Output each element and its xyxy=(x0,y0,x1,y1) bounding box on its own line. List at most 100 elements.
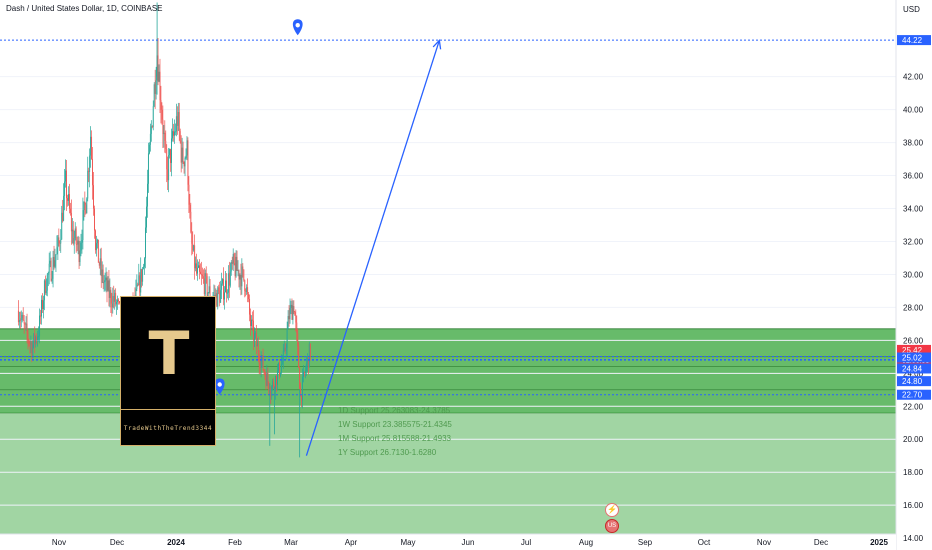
candle-body xyxy=(22,314,24,321)
candle-body xyxy=(263,369,265,372)
x-tick-label: Oct xyxy=(698,538,711,547)
candle-body xyxy=(189,204,191,212)
candle-body xyxy=(172,131,173,139)
candle-body xyxy=(296,322,298,334)
candle-body xyxy=(197,267,198,274)
candle-body xyxy=(144,258,146,267)
candle-body xyxy=(266,372,268,386)
level-badge xyxy=(897,352,931,363)
candle-body xyxy=(173,131,175,136)
candle-body xyxy=(150,126,152,134)
candle-body xyxy=(184,157,186,167)
candle-body xyxy=(90,136,92,156)
candle-body xyxy=(249,299,251,315)
candle-body xyxy=(69,208,71,213)
candle-body xyxy=(225,280,226,293)
candle-body xyxy=(108,280,110,298)
candle-body xyxy=(143,266,145,269)
candle-body xyxy=(106,277,108,291)
level-badge xyxy=(897,376,931,387)
candle-body xyxy=(193,245,195,251)
candle-body xyxy=(217,287,219,307)
candle-body xyxy=(180,140,182,163)
candle-body xyxy=(102,269,104,284)
candle-body xyxy=(50,260,52,281)
candle-body xyxy=(79,250,81,263)
y-tick-label: 28.00 xyxy=(903,303,924,312)
candle-body xyxy=(276,375,277,385)
candle-body xyxy=(240,275,242,287)
level-badge-text: 25.02 xyxy=(902,354,923,363)
candle-body xyxy=(160,100,162,110)
candle-body xyxy=(301,394,303,401)
candle-body xyxy=(164,132,166,141)
candle-body xyxy=(46,274,48,291)
candle-body xyxy=(118,299,120,302)
candle-body xyxy=(153,84,155,107)
pin-icon[interactable] xyxy=(292,19,303,36)
candle-body xyxy=(191,231,193,244)
x-tick-label: Dec xyxy=(110,538,124,547)
candle-body xyxy=(279,372,281,376)
candle-body xyxy=(113,295,115,302)
candle-body xyxy=(230,262,232,272)
candle-body xyxy=(44,280,46,293)
news-icon[interactable]: ⚡ xyxy=(605,503,619,517)
pin-icon[interactable] xyxy=(214,378,225,395)
candle-body xyxy=(200,273,202,275)
x-tick-label: May xyxy=(400,538,415,547)
candle-body xyxy=(32,344,34,357)
level-badge xyxy=(897,389,931,400)
candle-body xyxy=(87,170,89,199)
candle-body xyxy=(265,375,267,386)
candle-body xyxy=(139,275,141,293)
candle-body xyxy=(104,280,106,282)
candle-body xyxy=(177,112,179,126)
candle-body xyxy=(250,314,251,326)
candle-body xyxy=(23,320,25,324)
candle-body xyxy=(264,371,266,376)
candle-body xyxy=(86,198,88,214)
candle-body xyxy=(18,320,20,323)
support-label-1d: 1D Support 25.263083-24.3785 xyxy=(338,406,451,415)
candle-body xyxy=(168,155,170,181)
candle-body xyxy=(107,280,109,291)
candle-body xyxy=(198,265,199,268)
candle-body xyxy=(138,275,140,285)
candle-body xyxy=(196,263,198,274)
candle-body xyxy=(282,350,284,362)
candle-body xyxy=(110,289,112,304)
candle-body xyxy=(155,80,157,94)
candle-body xyxy=(295,315,297,323)
candle-body xyxy=(257,344,259,356)
candle-body xyxy=(142,268,144,282)
candle-body xyxy=(199,265,200,272)
candle-body xyxy=(261,355,263,360)
candle-body xyxy=(58,237,60,244)
candle-body xyxy=(241,266,243,287)
candle-body xyxy=(183,162,185,167)
support-label-1w: 1W Support 23.385575-21.4345 xyxy=(338,420,452,429)
candle-body xyxy=(251,319,252,326)
candle-body xyxy=(225,280,227,294)
candle-body xyxy=(175,116,177,132)
candle-body xyxy=(93,185,94,209)
candle-body xyxy=(292,306,294,320)
candle-body xyxy=(137,284,139,286)
candle-body xyxy=(21,314,23,319)
candle-body xyxy=(273,381,275,387)
candle-body xyxy=(63,195,65,221)
candle-body xyxy=(51,278,53,281)
candle-body xyxy=(165,140,167,149)
candle-body xyxy=(66,170,67,199)
candle-body xyxy=(70,212,72,232)
candle-body xyxy=(283,347,285,351)
candle-body xyxy=(204,273,206,295)
candle-body xyxy=(278,362,280,376)
currency-label[interactable]: USD xyxy=(903,5,920,14)
candle-body xyxy=(280,364,282,373)
candle-body xyxy=(288,316,290,320)
logo-name: TradeWithTheTrend3344 xyxy=(123,425,213,432)
us-flag-icon[interactable]: US xyxy=(605,519,619,533)
